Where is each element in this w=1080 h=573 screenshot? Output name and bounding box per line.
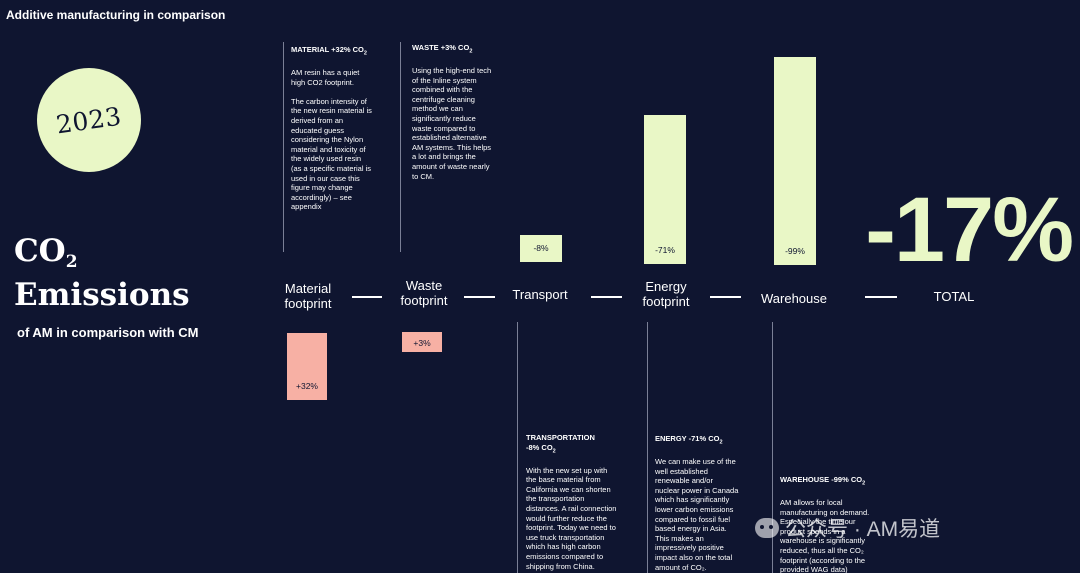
note-material: MATERIAL +32% CO2 AM resin has a quiet h… bbox=[291, 45, 403, 212]
category-transport: Transport bbox=[512, 287, 568, 302]
connector-3 bbox=[591, 296, 622, 298]
divider-energy bbox=[647, 322, 648, 573]
year-badge: 2023 bbox=[37, 68, 141, 172]
divider-warehouse bbox=[772, 322, 773, 573]
note-energy-heading: ENERGY -71% CO2 bbox=[655, 434, 723, 446]
total-value: -17% bbox=[865, 179, 1074, 281]
co2-subscript: 2 bbox=[65, 252, 78, 272]
note-warehouse: WAREHOUSE -99% CO2 AM allows for local m… bbox=[780, 475, 898, 573]
divider-transport bbox=[517, 322, 518, 573]
subtitle: of AM in comparison with CM bbox=[17, 325, 199, 340]
note-energy-body: We can make use of the well established … bbox=[655, 457, 739, 572]
connector-1 bbox=[352, 296, 382, 298]
bar-material: +32% bbox=[287, 333, 327, 400]
note-transport-body: With the new set up with the base materi… bbox=[526, 465, 617, 571]
note-waste-heading: WASTE +3% CO2 bbox=[412, 43, 473, 55]
category-material: Material footprint bbox=[284, 281, 332, 311]
bar-waste: +3% bbox=[402, 332, 442, 352]
emissions-heading: Emissions bbox=[14, 277, 190, 313]
category-energy: Energy footprint bbox=[642, 279, 690, 309]
bar-waste-label: +3% bbox=[413, 338, 431, 348]
co2-heading: CO2 bbox=[14, 236, 78, 271]
note-waste-body: Using the high-end tech of the Inline sy… bbox=[412, 66, 492, 181]
header-title: Additive manufacturing in comparison bbox=[6, 8, 226, 22]
bar-warehouse-label: -99% bbox=[785, 246, 805, 256]
watermark-text: 公众号 · AM易道 bbox=[785, 518, 941, 541]
category-warehouse: Warehouse bbox=[761, 291, 827, 306]
divider-material bbox=[283, 42, 284, 252]
watermark: 公众号 · AM易道 bbox=[755, 513, 940, 543]
category-waste: Waste footprint bbox=[400, 278, 448, 308]
wechat-icon bbox=[755, 518, 779, 538]
connector-5 bbox=[865, 296, 897, 298]
connector-2 bbox=[464, 296, 495, 298]
bar-warehouse: -99% bbox=[774, 57, 816, 265]
note-transport: TRANSPORTATION -8% CO2 With the new set … bbox=[526, 433, 644, 571]
bar-energy: -71% bbox=[644, 114, 686, 264]
note-transport-heading: TRANSPORTATION -8% CO2 bbox=[526, 433, 595, 455]
category-total: TOTAL bbox=[933, 289, 975, 304]
note-waste: WASTE +3% CO2 Using the high-end tech of… bbox=[412, 43, 516, 181]
co2-text: CO bbox=[14, 233, 66, 269]
divider-waste bbox=[400, 42, 401, 252]
bar-transport-label: -8% bbox=[533, 243, 549, 253]
note-warehouse-heading: WAREHOUSE -99% CO2 bbox=[780, 475, 866, 487]
bar-transport: -8% bbox=[520, 235, 562, 262]
year-text: 2023 bbox=[54, 101, 124, 139]
connector-4 bbox=[710, 296, 741, 298]
note-material-heading: MATERIAL +32% CO2 bbox=[291, 45, 367, 57]
note-warehouse-body: AM allows for local manufacturing on dem… bbox=[780, 498, 870, 573]
bar-energy-label: -71% bbox=[655, 244, 675, 255]
bar-material-label: +32% bbox=[296, 381, 318, 391]
note-material-body: AM resin has a quiet high CO2 footprint.… bbox=[291, 68, 372, 212]
note-energy: ENERGY -71% CO2 We can make use of the w… bbox=[655, 434, 767, 572]
